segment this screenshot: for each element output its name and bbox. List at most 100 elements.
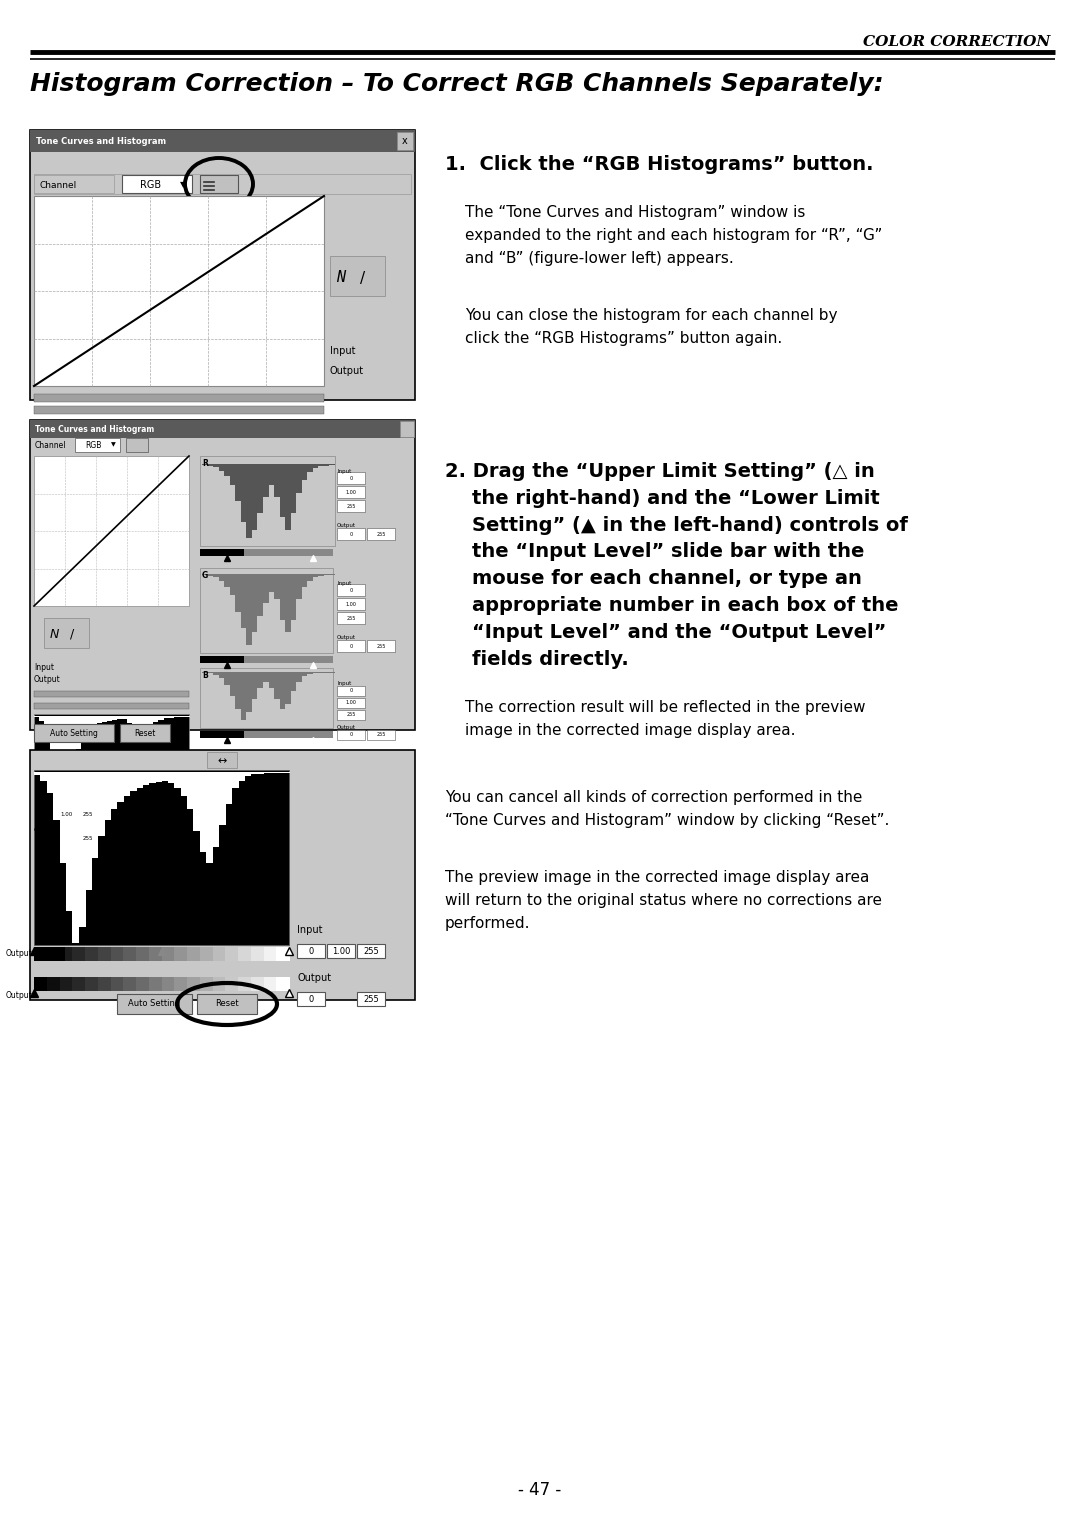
Bar: [367, 729, 395, 740]
Bar: [91, 716, 96, 725]
Bar: [297, 943, 325, 959]
Bar: [337, 729, 365, 740]
Bar: [143, 716, 148, 729]
Bar: [33, 832, 54, 844]
Bar: [219, 772, 226, 826]
Bar: [130, 772, 136, 790]
Bar: [252, 463, 257, 529]
Bar: [33, 977, 48, 991]
Bar: [180, 772, 188, 795]
Text: You can close the histogram for each channel by
click the “RGB Histograms” butto: You can close the histogram for each cha…: [465, 307, 837, 346]
Bar: [78, 832, 98, 844]
Text: Auto Setting: Auto Setting: [50, 728, 98, 737]
Text: 255: 255: [347, 713, 355, 717]
Text: N: N: [50, 627, 59, 641]
Bar: [117, 772, 124, 801]
Bar: [200, 174, 238, 193]
Bar: [33, 714, 189, 794]
Bar: [200, 456, 335, 546]
Bar: [85, 716, 92, 731]
Bar: [187, 946, 201, 962]
Bar: [187, 977, 201, 991]
Bar: [269, 463, 274, 485]
Bar: [291, 673, 296, 691]
Text: Histogram Correction – To Correct RGB Channels Separately:: Histogram Correction – To Correct RGB Ch…: [30, 72, 883, 96]
Bar: [301, 673, 308, 676]
Text: Input: Input: [337, 581, 351, 586]
Text: 0: 0: [350, 688, 352, 694]
Bar: [262, 463, 269, 497]
Text: Input: Input: [33, 803, 52, 809]
Text: G: G: [202, 572, 208, 581]
Bar: [200, 567, 333, 653]
Bar: [46, 977, 60, 991]
Bar: [230, 573, 235, 595]
Bar: [136, 772, 143, 787]
Text: Output: Output: [330, 365, 364, 376]
Text: Auto Setting: Auto Setting: [127, 1000, 180, 1009]
Bar: [274, 573, 280, 599]
Bar: [168, 716, 174, 719]
Bar: [301, 463, 308, 480]
Bar: [213, 573, 218, 578]
Text: 1.00: 1.00: [346, 700, 356, 705]
Bar: [59, 772, 66, 862]
Text: 0: 0: [309, 946, 313, 956]
Bar: [319, 463, 324, 466]
Bar: [200, 772, 206, 852]
Text: 255: 255: [83, 835, 93, 841]
Bar: [337, 500, 365, 512]
Bar: [75, 437, 120, 453]
Bar: [110, 946, 124, 962]
Text: Output: Output: [5, 948, 32, 957]
Bar: [230, 673, 235, 696]
Text: 255: 255: [347, 616, 355, 621]
Bar: [53, 772, 60, 820]
Bar: [132, 716, 138, 728]
Bar: [123, 946, 137, 962]
Bar: [72, 946, 86, 962]
Bar: [44, 716, 50, 731]
Bar: [226, 772, 232, 804]
Bar: [187, 772, 194, 809]
Bar: [85, 946, 98, 962]
Text: Channel: Channel: [35, 440, 67, 450]
Bar: [257, 463, 262, 514]
Bar: [136, 946, 150, 962]
Bar: [244, 772, 252, 777]
Bar: [66, 772, 72, 911]
Bar: [33, 771, 289, 945]
Text: 255: 255: [83, 812, 93, 816]
Text: The “Tone Curves and Histogram” window is
expanded to the right and each histogr: The “Tone Curves and Histogram” window i…: [465, 205, 882, 266]
Bar: [357, 943, 384, 959]
Bar: [251, 977, 265, 991]
Bar: [98, 772, 105, 836]
Bar: [50, 716, 55, 754]
Bar: [30, 420, 415, 729]
Bar: [33, 456, 189, 605]
Bar: [246, 573, 252, 645]
Bar: [400, 420, 414, 437]
Bar: [39, 716, 45, 720]
Bar: [296, 463, 301, 492]
Bar: [238, 772, 245, 780]
Bar: [200, 549, 333, 557]
Text: 255: 255: [376, 644, 386, 648]
Text: 2. Drag the “Upper Limit Setting” (△ in
    the right-hand) and the “Lower Limit: 2. Drag the “Upper Limit Setting” (△ in …: [445, 462, 908, 668]
Bar: [231, 772, 239, 787]
Bar: [246, 463, 252, 538]
Bar: [285, 673, 291, 703]
Bar: [72, 772, 79, 943]
Bar: [33, 725, 114, 742]
Text: Output: Output: [337, 636, 356, 641]
Bar: [123, 772, 130, 795]
Text: Input: Input: [337, 468, 351, 474]
Bar: [207, 752, 237, 768]
Bar: [33, 946, 48, 962]
Text: Reset: Reset: [134, 728, 156, 737]
Bar: [92, 772, 98, 858]
Bar: [158, 716, 164, 720]
Text: Output: Output: [297, 972, 332, 983]
Text: /: /: [360, 271, 365, 286]
Bar: [98, 946, 111, 962]
